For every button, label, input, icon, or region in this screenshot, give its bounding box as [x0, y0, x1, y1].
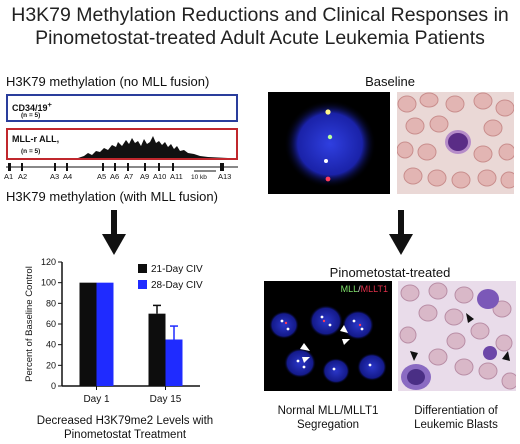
gene-model: [6, 163, 238, 172]
chart-caption-line: Pinometostat Treatment: [63, 429, 187, 441]
methylation-signal-peaks: [78, 136, 228, 158]
exon-label: A10: [153, 172, 167, 181]
h3k79me2-bar-chart: 0 20 40 60 80 100 120 Percent of Baseline Contr…: [24, 257, 203, 405]
x-tick-label: Day 15: [150, 394, 182, 405]
mllr-track-n: (n = 5): [21, 148, 41, 155]
baseline-heading: Baseline: [365, 74, 415, 89]
exon-label: A3: [50, 172, 60, 181]
control-track-n: (n = 5): [21, 112, 41, 119]
exon-label: A1: [4, 172, 14, 181]
control-track-label: CD34/19+: [12, 100, 52, 113]
fish-nucleus: [284, 100, 376, 188]
legend-swatch: [138, 280, 147, 289]
with-fusion-heading: H3K79 methylation (with MLL fusion): [6, 189, 218, 204]
exon-label: A4: [63, 172, 73, 181]
bar: [96, 282, 114, 386]
control-track-name: CD34/19: [12, 103, 48, 113]
exon-label: A9: [140, 172, 150, 181]
down-arrow-icon: [389, 210, 413, 255]
fish-probe-legend: MLL/MLLT1: [341, 284, 388, 294]
legend-label: 28-Day CIV: [151, 280, 203, 291]
control-track-superscript: +: [47, 100, 52, 109]
exon-label: A13: [218, 172, 232, 181]
baseline-fish-image: [268, 92, 390, 194]
exon-label: A2: [18, 172, 28, 181]
y-tick-label: 120: [41, 257, 56, 267]
treated-smear-image: [398, 281, 516, 391]
mllr-track-label: MLL-r ALL,: [12, 134, 60, 144]
exon-label: A7: [124, 172, 134, 181]
mllt1-probe-label: MLLT1: [360, 284, 388, 294]
exon-labels: A1 A2 A3 A4 A5 A6 A7 A9 A10 A11 10 kb A1…: [4, 172, 244, 184]
mllr-track: MLL-r ALL, (n = 5): [6, 128, 238, 160]
y-tick-label: 60: [46, 319, 56, 329]
bar: [165, 339, 183, 386]
chart-caption: Decreased H3K79me2 Levels with Pinometos…: [10, 414, 240, 442]
y-tick-label: 100: [41, 278, 56, 288]
y-tick-label: 0: [51, 381, 56, 391]
smear-caption-line: Leukemic Blasts: [414, 419, 498, 431]
y-axis-label: Percent of Baseline Control: [24, 266, 35, 382]
x-tick-label: Day 1: [83, 394, 110, 405]
chart-caption-line: Decreased H3K79me2 Levels with: [36, 415, 214, 427]
control-track: CD34/19+ (n = 5): [6, 94, 238, 122]
legend-label: 21-Day CIV: [151, 264, 203, 275]
figure-title-line-2: Pinometostat-treated Adult Acute Leukemi…: [35, 27, 485, 49]
red-blood-cells: [397, 92, 514, 189]
scale-bar-label: 10 kb: [191, 174, 207, 181]
baseline-smear-image: [397, 92, 514, 194]
mll-probe-label: MLL: [340, 284, 359, 294]
y-tick-label: 20: [46, 360, 56, 370]
smear-caption-line: Differentiation of: [414, 405, 498, 417]
fish-caption-line: Normal MLL/MLLT1: [277, 405, 379, 417]
y-tick-label: 40: [46, 340, 56, 350]
y-tick-label: 80: [46, 298, 56, 308]
exon-label: A11: [170, 172, 183, 181]
bar: [79, 282, 97, 386]
treated-fish-image: MLL/MLLT1: [264, 281, 392, 391]
fish-caption-line: Segregation: [296, 419, 360, 431]
fish-nuclei: [269, 305, 387, 384]
down-arrow-icon: [102, 210, 126, 255]
blood-cells: [399, 282, 516, 390]
bar: [148, 313, 166, 386]
no-fusion-heading: H3K79 methylation (no MLL fusion): [6, 74, 210, 89]
legend-swatch: [138, 264, 147, 273]
treated-heading: Pinometostat-treated: [329, 265, 451, 280]
fish-caption: Normal MLL/MLLT1 Segregation: [262, 404, 394, 432]
probe-separator: /: [358, 284, 361, 294]
smear-caption: Differentiation of Leukemic Blasts: [394, 404, 518, 432]
exon-label: A6: [110, 172, 120, 181]
exon-label: A5: [97, 172, 107, 181]
figure-title-line-1: H3K79 Methylation Reductions and Clinica…: [11, 4, 509, 26]
